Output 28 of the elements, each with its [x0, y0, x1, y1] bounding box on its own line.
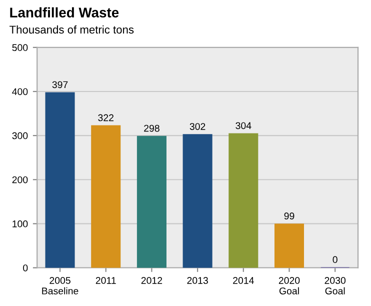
- bar: [136, 136, 166, 268]
- x-tick-label: 2030 Goal: [324, 277, 346, 294]
- data-label: 302: [190, 123, 206, 130]
- x-tick-label: 2020 Goal: [278, 277, 300, 294]
- y-tick-label: 300: [12, 132, 28, 140]
- bar: [182, 134, 212, 268]
- x-tick-label: 2011: [96, 277, 116, 284]
- y-tick-label: 200: [12, 176, 28, 184]
- y-tick-label: 400: [12, 88, 28, 96]
- x-tick-label: 2012: [141, 277, 162, 284]
- x-tick-label: 2014: [233, 277, 254, 284]
- chart-subtitle: Thousands of metric tons: [10, 25, 134, 34]
- chart-title: Landfilled Waste: [10, 7, 119, 18]
- data-label: 0: [332, 256, 338, 264]
- y-tick-label: 100: [12, 220, 28, 228]
- data-label: 298: [144, 124, 160, 132]
- x-tick-label: 2005 Baseline: [42, 277, 78, 294]
- bar: [228, 133, 258, 268]
- bar: [91, 125, 121, 268]
- data-label: 99: [284, 212, 294, 220]
- x-tick-label: 2013: [187, 277, 208, 284]
- bar: [274, 224, 304, 268]
- data-label: 322: [98, 114, 114, 122]
- data-label: 397: [52, 81, 68, 88]
- y-tick-label: 500: [12, 44, 28, 52]
- y-tick-label: 0: [23, 264, 28, 272]
- data-label: 304: [236, 122, 252, 130]
- bar: [45, 92, 75, 268]
